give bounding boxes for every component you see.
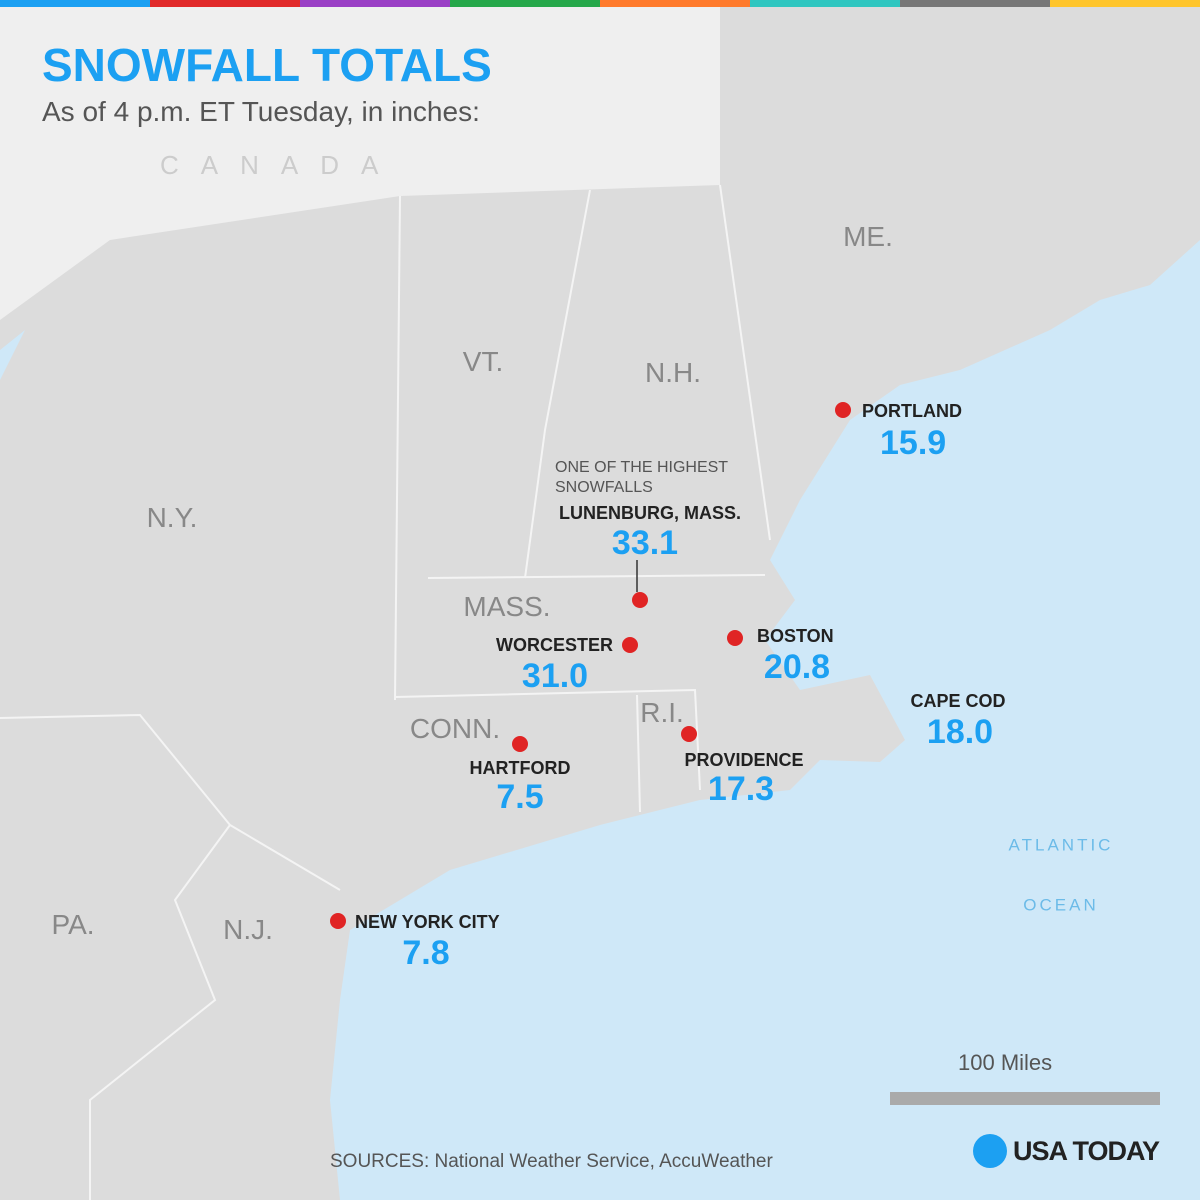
city-name: HARTFORD [469, 758, 571, 778]
region-label: ME. [843, 221, 893, 252]
city-dot [622, 637, 638, 653]
subtitle: As of 4 p.m. ET Tuesday, in inches: [42, 96, 480, 127]
city-value: 7.8 [402, 934, 450, 972]
region-label: CANADA [160, 150, 401, 180]
city-dot [632, 592, 648, 608]
region-label: CONN. [409, 713, 501, 744]
city-name: BOSTON [757, 626, 834, 646]
logo: USA TODAY [1013, 1136, 1160, 1166]
title: SNOWFALL TOTALS [42, 39, 492, 91]
city-dot [330, 913, 346, 929]
region-label: MASS. [463, 591, 551, 622]
city-dot [681, 726, 697, 742]
state-borders [0, 184, 771, 1200]
lake [0, 330, 25, 380]
city-note: ONE OF THE HIGHEST SNOWFALLS [555, 459, 728, 496]
city-name: NEW YORK CITY [355, 912, 500, 932]
canada-area [0, 0, 720, 320]
region-label: R.I. [640, 697, 684, 728]
city-value: 7.5 [496, 778, 544, 816]
city-value: 17.3 [707, 770, 775, 808]
region-label: OCEAN [1023, 895, 1099, 915]
city-value: 18.0 [926, 713, 994, 751]
city-value: 31.0 [521, 657, 589, 695]
city-name: PROVIDENCE [684, 750, 804, 770]
color-bar [0, 0, 1200, 7]
city-dot [727, 630, 743, 646]
region-label: ATLANTIC [1008, 835, 1114, 855]
scale-label: 100 Miles [958, 1050, 1053, 1075]
region-label: N.H. [645, 357, 701, 388]
scale-bar [890, 1092, 1160, 1105]
city-value: 20.8 [763, 648, 831, 686]
city-name: CAPE COD [910, 691, 1006, 711]
sources: SOURCES: National Weather Service, AccuW… [330, 1151, 773, 1172]
ocean [330, 240, 1200, 1200]
city-name: PORTLAND [862, 401, 962, 421]
city-dot [835, 402, 851, 418]
region-label: VT. [462, 346, 504, 377]
city-value: 33.1 [611, 524, 679, 562]
city-name: LUNENBURG, MASS. [558, 503, 742, 523]
logo-dot [973, 1134, 1007, 1168]
region-label: PA. [51, 909, 95, 940]
city-dot [512, 736, 528, 752]
city-value: 15.9 [880, 424, 947, 462]
region-label: N.J. [223, 914, 273, 945]
city-name: WORCESTER [496, 635, 613, 655]
region-label: N.Y. [146, 502, 198, 533]
